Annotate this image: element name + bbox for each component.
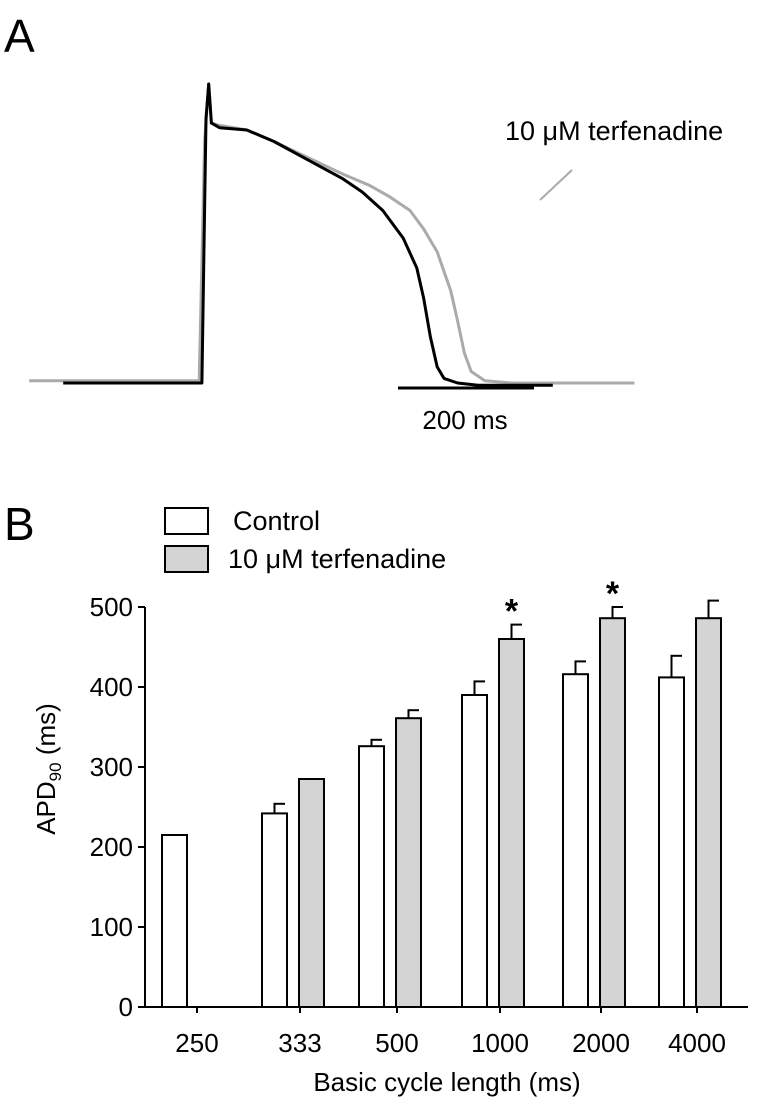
- drug-trace-label: 10 μM terfenadine: [505, 116, 723, 146]
- panel-b-label: B: [4, 498, 35, 550]
- control-trace: [63, 82, 553, 387]
- terfenadine-bar-4000: [695, 617, 722, 1008]
- terfenadine-bar-2000: [599, 617, 626, 1008]
- terfenadine-bar-500: [395, 717, 422, 1008]
- legend-swatch-control: [164, 507, 209, 535]
- significance-asterisk: *: [505, 593, 519, 631]
- y-tick-label: 0: [119, 992, 133, 1022]
- y-tick-label: 200: [90, 832, 133, 862]
- bar-chart-axes: 0 100 200 300 400 500 250 333 500 1000 2000 4000: [90, 592, 748, 1058]
- x-tick-label: 1000: [471, 1028, 529, 1058]
- terfenadine-bar-1000: [498, 638, 525, 1008]
- bar-chart-bars: * *: [161, 575, 722, 1009]
- control-bar-250: [161, 834, 188, 1008]
- control-bar-2000: [562, 673, 589, 1008]
- legend-swatch-terfenadine: [164, 545, 209, 573]
- y-tick-label: 400: [90, 672, 133, 702]
- y-tick-label: 500: [90, 592, 133, 622]
- control-bar-4000: [658, 676, 685, 1009]
- action-potential-traces: [29, 82, 635, 387]
- x-tick-label: 250: [175, 1028, 218, 1058]
- time-scale-bar-label: 200 ms: [422, 405, 507, 435]
- drug-label-leader-line: [539, 169, 573, 201]
- x-tick-label: 333: [278, 1028, 321, 1058]
- terfenadine-bar-333: [298, 778, 325, 1008]
- x-axis-title: Basic cycle length (ms): [313, 1067, 580, 1097]
- x-tick-label: 4000: [668, 1028, 726, 1058]
- y-tick-label: 100: [90, 912, 133, 942]
- significance-asterisk: *: [606, 575, 620, 613]
- panel-a-label: A: [4, 10, 35, 62]
- control-bar-500: [358, 745, 385, 1008]
- x-tick-label: 2000: [572, 1028, 630, 1058]
- control-bar-333: [261, 812, 288, 1009]
- legend-label-control: Control: [233, 506, 320, 536]
- control-bar-1000: [461, 694, 488, 1008]
- y-tick-label: 300: [90, 752, 133, 782]
- legend-label-terfenadine: 10 μM terfenadine: [228, 544, 446, 574]
- y-axis-title: APD90 (ms): [31, 703, 65, 835]
- x-tick-label: 500: [375, 1028, 418, 1058]
